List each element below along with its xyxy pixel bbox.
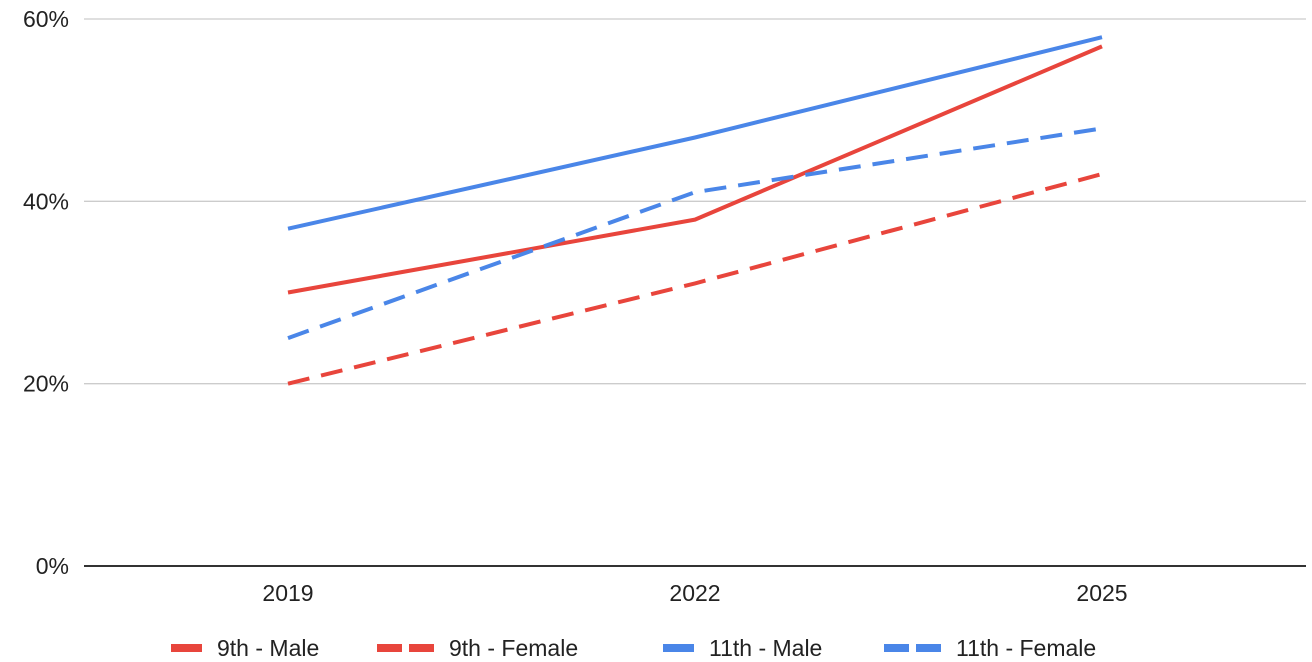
legend-swatch	[663, 644, 694, 652]
y-tick-label: 20%	[23, 371, 69, 397]
series-line-9th-male	[287, 44, 1103, 295]
x-axis-tick-labels: 2019 2022 2025	[262, 580, 1127, 606]
series-line-9th-female	[287, 172, 1103, 386]
y-tick-label: 0%	[36, 553, 69, 579]
legend-swatch	[916, 644, 941, 652]
legend-label: 9th - Male	[217, 635, 319, 661]
legend-swatch	[377, 644, 402, 652]
y-axis-tick-labels: 0% 20% 40% 60%	[23, 6, 69, 579]
series-line-11th-male	[287, 35, 1103, 231]
legend-label: 9th - Female	[449, 635, 578, 661]
y-tick-label: 60%	[23, 6, 69, 32]
legend-swatch	[884, 644, 909, 652]
series-lines	[287, 35, 1103, 386]
gridlines	[84, 18, 1306, 567]
legend-swatch	[171, 644, 202, 652]
legend-label: 11th - Female	[956, 635, 1096, 661]
legend: 9th - Male 9th - Female 11th - Male 11th - …	[171, 635, 1096, 661]
y-tick-label: 40%	[23, 188, 69, 214]
series-line-11th-female	[287, 126, 1103, 340]
x-tick-label: 2025	[1076, 580, 1127, 606]
x-tick-label: 2019	[262, 580, 313, 606]
legend-swatch	[409, 644, 434, 652]
x-tick-label: 2022	[669, 580, 720, 606]
legend-label: 11th - Male	[709, 635, 822, 661]
